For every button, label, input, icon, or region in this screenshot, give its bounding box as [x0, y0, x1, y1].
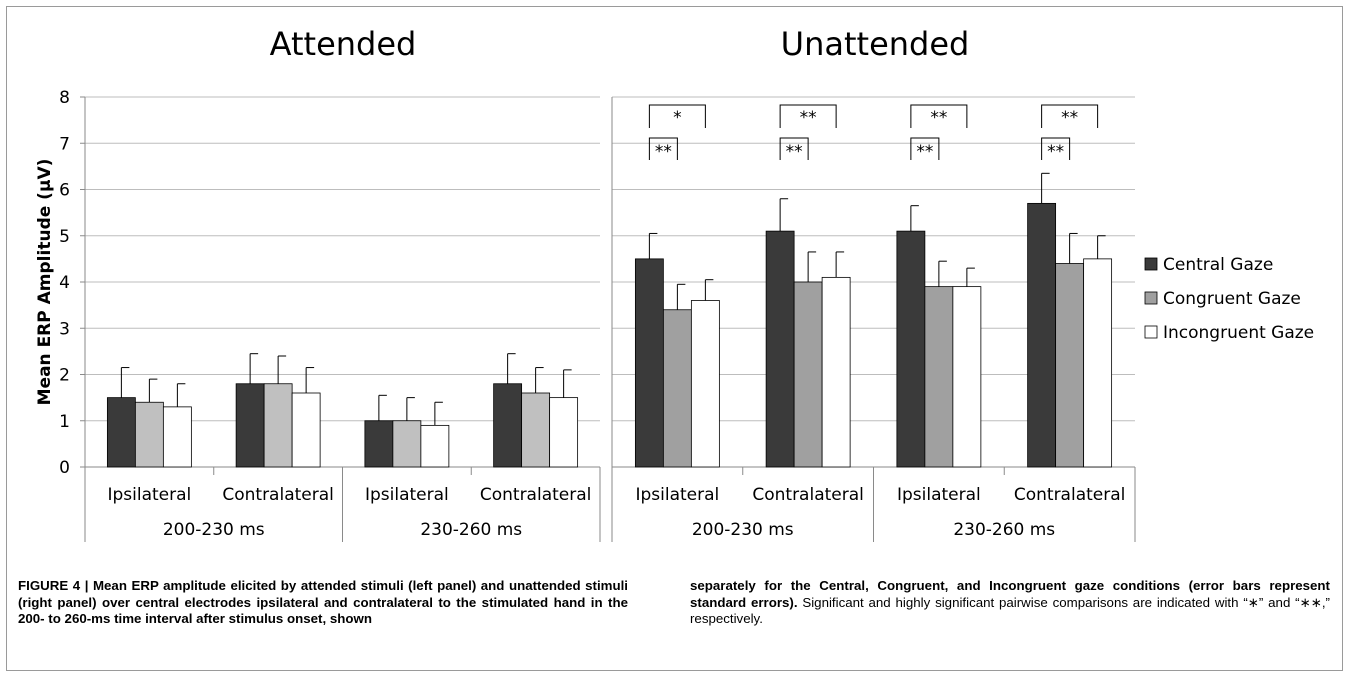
caption-right-bold: separately for the Central, Congruent, a… — [690, 578, 1330, 610]
attended-panel-title: Attended — [270, 25, 417, 63]
y-tick-label: 5 — [59, 227, 70, 247]
category-label: Ipsilateral — [365, 485, 449, 505]
legend-swatch-congruent-gaze — [1144, 291, 1158, 305]
significance-marker: * — [673, 108, 682, 128]
legend-swatch-incongruent-gaze — [1144, 325, 1158, 339]
unattended-bar-incongruent-gaze — [1083, 258, 1113, 468]
attended-bar-incongruent-gaze — [549, 397, 579, 468]
legend-label-incongruent-gaze: Incongruent Gaze — [1163, 323, 1314, 343]
group-label: 230-260 ms — [953, 520, 1055, 540]
legend-label-congruent-gaze: Congruent Gaze — [1163, 289, 1301, 309]
significance-bracket-narrow — [648, 137, 678, 160]
significance-marker: ** — [916, 142, 933, 162]
category-label: Ipsilateral — [635, 485, 719, 505]
significance-marker: ** — [800, 108, 817, 128]
caption-left: FIGURE 4 | Mean ERP amplitude elicited b… — [18, 578, 628, 626]
unattended-bar-incongruent-gaze — [952, 286, 982, 468]
significance-marker: ** — [786, 142, 803, 162]
y-tick-label: 8 — [59, 88, 70, 108]
unattended-bar-congruent-gaze — [924, 286, 954, 468]
significance-bracket-wide — [779, 104, 837, 128]
significance-marker: ** — [1061, 108, 1078, 128]
y-tick-label: 1 — [59, 412, 70, 432]
group-label: 200-230 ms — [692, 520, 794, 540]
y-tick-label: 7 — [59, 134, 70, 154]
y-axis-label: Mean ERP Amplitude (µV) — [35, 159, 55, 406]
category-label: Contralateral — [1014, 485, 1126, 505]
attended-bar-incongruent-gaze — [291, 392, 321, 468]
significance-marker: ** — [1047, 142, 1064, 162]
y-tick-label: 2 — [59, 366, 70, 386]
figure-frame — [6, 6, 1343, 671]
significance-bracket-narrow — [779, 137, 809, 160]
attended-bar-incongruent-gaze — [420, 424, 450, 468]
caption-right: separately for the Central, Congruent, a… — [690, 578, 1330, 628]
attended-bar-congruent-gaze — [521, 392, 551, 468]
attended-bar-incongruent-gaze — [162, 406, 192, 468]
attended-bar-central-gaze — [364, 420, 394, 468]
significance-bracket-wide — [1041, 104, 1099, 128]
y-tick-label: 6 — [59, 181, 70, 201]
category-label: Contralateral — [752, 485, 864, 505]
unattended-bar-congruent-gaze — [1055, 263, 1085, 468]
unattended-bar-incongruent-gaze — [821, 276, 851, 468]
group-label: 200-230 ms — [163, 520, 265, 540]
category-label: Ipsilateral — [107, 485, 191, 505]
category-label: Ipsilateral — [897, 485, 981, 505]
category-label: Contralateral — [222, 485, 334, 505]
attended-bar-central-gaze — [106, 397, 136, 468]
y-tick-label: 4 — [59, 273, 70, 293]
significance-marker: ** — [930, 108, 947, 128]
significance-marker: ** — [655, 142, 672, 162]
significance-bracket-narrow — [1041, 137, 1071, 160]
legend-label-central-gaze: Central Gaze — [1163, 255, 1273, 275]
unattended-bar-central-gaze — [634, 258, 664, 468]
category-label: Contralateral — [480, 485, 592, 505]
unattended-bar-congruent-gaze — [662, 309, 692, 468]
attended-bar-congruent-gaze — [263, 383, 293, 468]
unattended-panel-title: Unattended — [781, 25, 970, 63]
unattended-bar-central-gaze — [896, 230, 926, 468]
y-tick-label: 3 — [59, 319, 70, 339]
y-tick-label: 0 — [59, 458, 70, 478]
unattended-bar-central-gaze — [765, 230, 795, 468]
unattended-bar-central-gaze — [1027, 202, 1057, 468]
caption-right-normal: Significant and highly significant pairw… — [690, 594, 1330, 627]
attended-bar-central-gaze — [493, 383, 523, 468]
significance-bracket-narrow — [910, 137, 940, 160]
legend-swatch-central-gaze — [1144, 257, 1158, 271]
group-label: 230-260 ms — [420, 520, 522, 540]
significance-bracket-wide — [648, 104, 706, 128]
significance-bracket-wide — [910, 104, 968, 128]
attended-bar-central-gaze — [235, 383, 265, 468]
attended-bar-congruent-gaze — [134, 401, 164, 468]
attended-bar-congruent-gaze — [392, 420, 422, 468]
unattended-bar-congruent-gaze — [793, 281, 823, 468]
unattended-bar-incongruent-gaze — [690, 300, 720, 468]
